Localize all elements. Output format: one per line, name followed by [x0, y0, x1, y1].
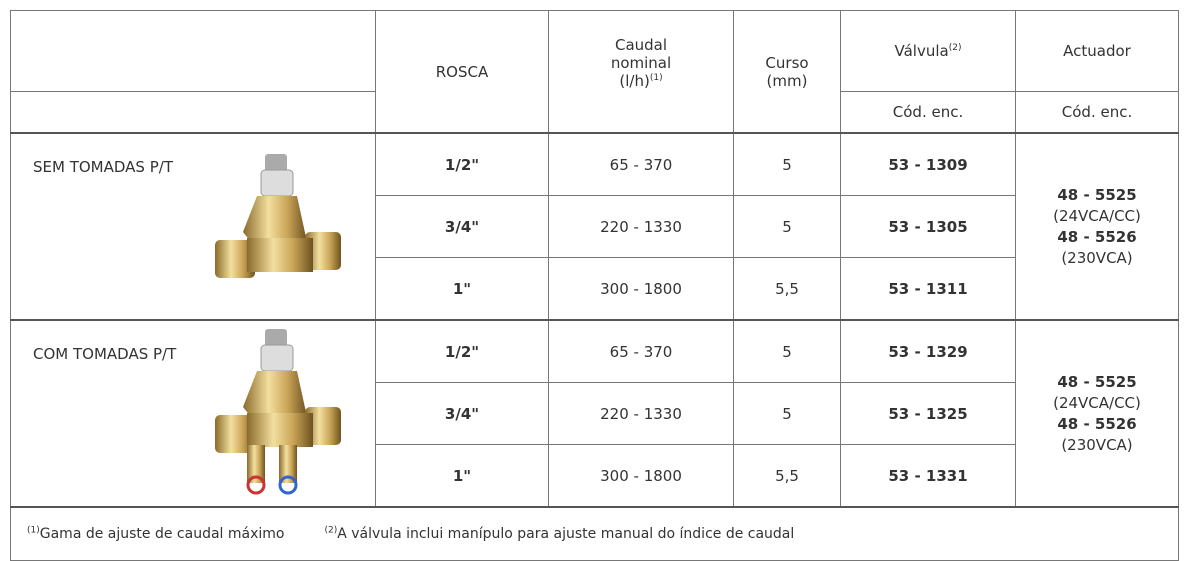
actuador-note: (24VCA/CC)	[1053, 394, 1141, 412]
cell-valvula: 53 - 1325	[840, 382, 1016, 445]
superscript: (1)	[649, 72, 663, 83]
footnote-mark: (2)	[324, 525, 338, 536]
header-code: Cód. enc.	[1015, 91, 1179, 134]
actuador-note: (230VCA)	[1061, 249, 1133, 267]
cell-rosca: 1/2"	[375, 132, 549, 196]
footnote-text: A válvula inclui manípulo para ajuste ma…	[337, 526, 795, 543]
footnote-text: Gama de ajuste de caudal máximo	[39, 526, 285, 543]
superscript: (2)	[948, 43, 962, 53]
cell-rosca: 1"	[375, 444, 549, 508]
cell-rosca: 3/4"	[375, 382, 549, 445]
cell-valvula: 53 - 1311	[840, 257, 1016, 321]
cell-curso: 5	[733, 319, 841, 383]
footnote: (1)Gama de ajuste de caudal máximo	[27, 525, 285, 543]
valve-image	[215, 154, 341, 278]
cell-caudal: 300 - 1800	[548, 444, 734, 508]
product-table: ROSCA Caudal nominal (l/h)(1) Curso (mm) Vá…	[10, 10, 1179, 561]
cell-rosca: 1/2"	[375, 319, 549, 383]
cell-curso: 5	[733, 195, 841, 258]
cell-valvula: 53 - 1331	[840, 444, 1016, 508]
cell-caudal: 220 - 1330	[548, 382, 734, 445]
footnote-mark: (1)	[27, 525, 40, 536]
cell-valvula: 53 - 1305	[840, 195, 1016, 258]
cell-rosca: 1"	[375, 257, 549, 321]
cell-valvula: 53 - 1309	[840, 132, 1016, 196]
actuador-code: 48 - 5525	[1057, 186, 1137, 204]
table-row: 3/4" 220 - 1330 5 53 - 1305	[11, 195, 1179, 258]
header-curso: Curso (mm)	[733, 10, 841, 134]
group-label: COM TOMADAS P/T	[33, 345, 177, 363]
cell-valvula: 53 - 1329	[840, 319, 1016, 383]
cell-curso: 5,5	[733, 444, 841, 508]
cell-rosca: 3/4"	[375, 195, 549, 258]
footnote-row: (1)Gama de ajuste de caudal máximo (2)A v…	[10, 506, 1179, 561]
header-text: (mm)	[766, 71, 808, 90]
header-rosca: ROSCA	[375, 10, 549, 134]
group-cell: COM TOMADAS P/T	[10, 319, 376, 508]
cell-caudal: 65 - 370	[548, 319, 734, 383]
table-row: SEM TOMADAS P/T 1/2" 65 - 370 5 53 - 1309 48…	[10, 132, 1179, 321]
actuador-code: 48 - 5526	[1057, 415, 1137, 433]
actuador-note: (230VCA)	[1061, 436, 1133, 454]
table-row: 3/4" 220 - 1330 5 53 - 1325	[11, 382, 1179, 445]
actuador-code: 48 - 5526	[1057, 228, 1137, 246]
header-text: Caudal	[614, 35, 668, 54]
footnote: (2)A válvula inclui manípulo para ajuste…	[324, 525, 795, 543]
cell-curso: 5	[733, 382, 841, 445]
group-label: SEM TOMADAS P/T	[33, 158, 173, 176]
table-row: 1" 300 - 1800 5,5 53 - 1331	[11, 444, 1179, 508]
cell-curso: 5	[733, 132, 841, 196]
valve-image	[215, 329, 341, 495]
cell-caudal: 220 - 1330	[548, 195, 734, 258]
actuador-code: 48 - 5525	[1057, 373, 1137, 391]
header-text: nominal	[610, 53, 672, 72]
header-valvula: Válvula	[894, 42, 949, 60]
cell-curso: 5,5	[733, 257, 841, 321]
header-actuador: Actuador	[1015, 10, 1179, 92]
header-code: Cód. enc.	[840, 91, 1016, 134]
header-caudal: Caudal nominal (l/h)(1)	[548, 10, 734, 134]
footnotes: (1)Gama de ajuste de caudal máximo (2)A v…	[10, 506, 1179, 561]
table-row: COM TOMADAS P/T 1/2" 65 - 370 5 53 - 1329 48…	[10, 319, 1179, 508]
cell-caudal: 65 - 370	[548, 132, 734, 196]
actuador-cell: 48 - 5525 (24VCA/CC) 48 - 5526 (230VCA)	[1015, 132, 1179, 321]
group-cell: SEM TOMADAS P/T	[10, 132, 376, 321]
actuador-cell: 48 - 5525 (24VCA/CC) 48 - 5526 (230VCA)	[1015, 319, 1179, 508]
header-text: Curso	[765, 53, 809, 72]
header-text: (l/h)	[619, 71, 650, 90]
actuador-note: (24VCA/CC)	[1053, 207, 1141, 225]
cell-caudal: 300 - 1800	[548, 257, 734, 321]
